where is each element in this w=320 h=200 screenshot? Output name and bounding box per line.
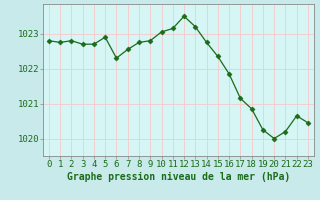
X-axis label: Graphe pression niveau de la mer (hPa): Graphe pression niveau de la mer (hPa): [67, 172, 290, 182]
